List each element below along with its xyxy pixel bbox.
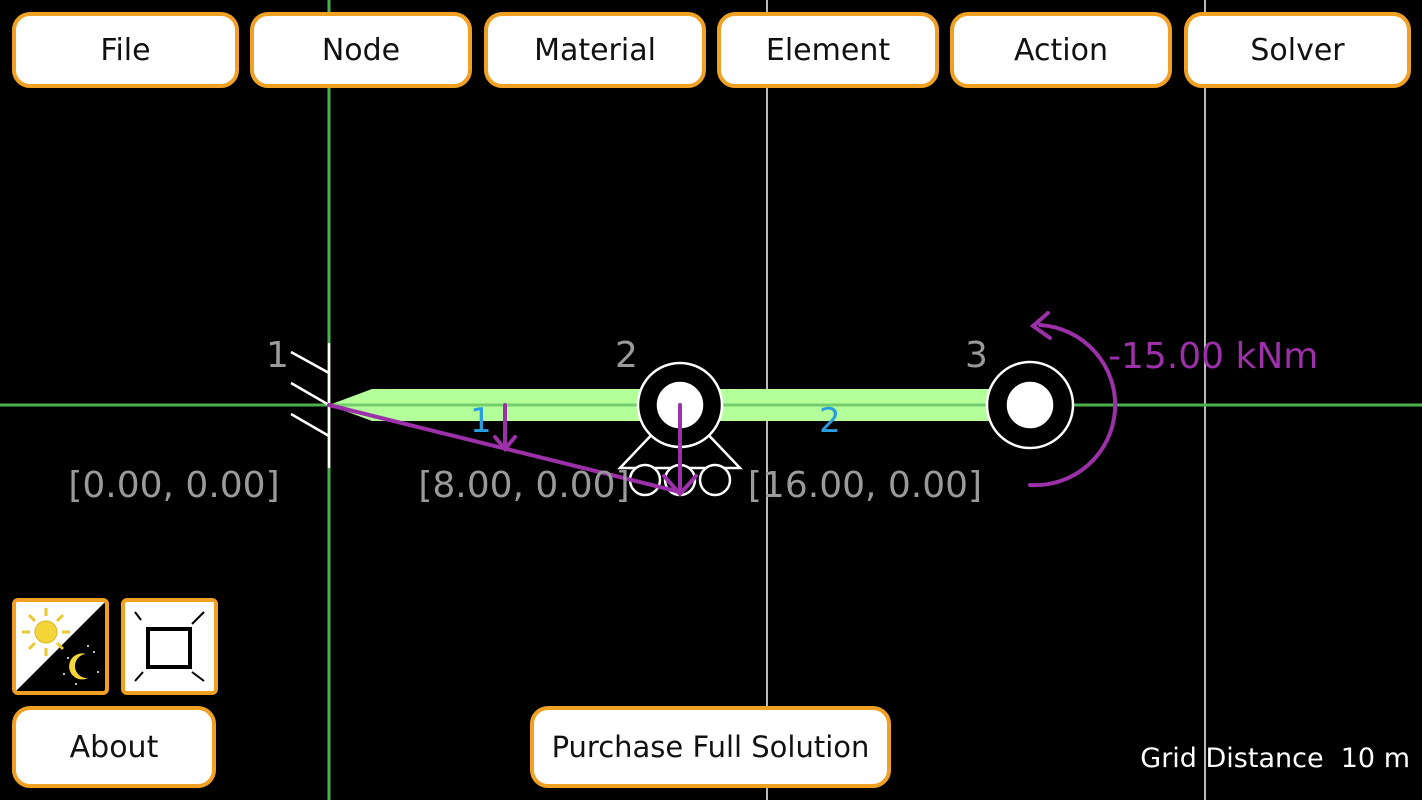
moment-load[interactable] <box>1028 311 1118 488</box>
moment-label: -15.00 kNm <box>1108 336 1318 377</box>
material-menu-button[interactable]: Material <box>484 12 706 88</box>
hinge-node[interactable] <box>985 360 1075 450</box>
fit-screen-button[interactable] <box>121 598 218 695</box>
node-label: 1 <box>266 335 289 376</box>
distributed-load[interactable] <box>327 403 698 498</box>
purchase-full-solution-button[interactable]: Purchase Full Solution <box>530 706 891 788</box>
grid-distance-readout: Grid Distance 10 m <box>1140 743 1410 774</box>
solver-menu-button[interactable]: Solver <box>1184 12 1411 88</box>
element-menu-button[interactable]: Element <box>717 12 939 88</box>
file-menu-button[interactable]: File <box>12 12 239 88</box>
element-label: 2 <box>819 401 841 441</box>
action-menu-button[interactable]: Action <box>950 12 1172 88</box>
node-coordinate: [8.00, 0.00] <box>418 465 629 506</box>
sun-moon-icon <box>16 602 105 691</box>
node-coordinate: [16.00, 0.00] <box>748 465 982 506</box>
node-label: 3 <box>965 335 988 376</box>
element-label: 1 <box>470 401 492 441</box>
node-coordinate: [0.00, 0.00] <box>68 465 279 506</box>
fit-screen-icon <box>134 611 205 682</box>
node-menu-button[interactable]: Node <box>250 12 472 88</box>
theme-toggle-button[interactable] <box>12 598 109 695</box>
grid-distance-value: 10 m <box>1340 743 1410 774</box>
about-button[interactable]: About <box>12 706 216 788</box>
node-label: 2 <box>615 335 638 376</box>
grid-distance-label: Grid Distance <box>1140 743 1324 774</box>
